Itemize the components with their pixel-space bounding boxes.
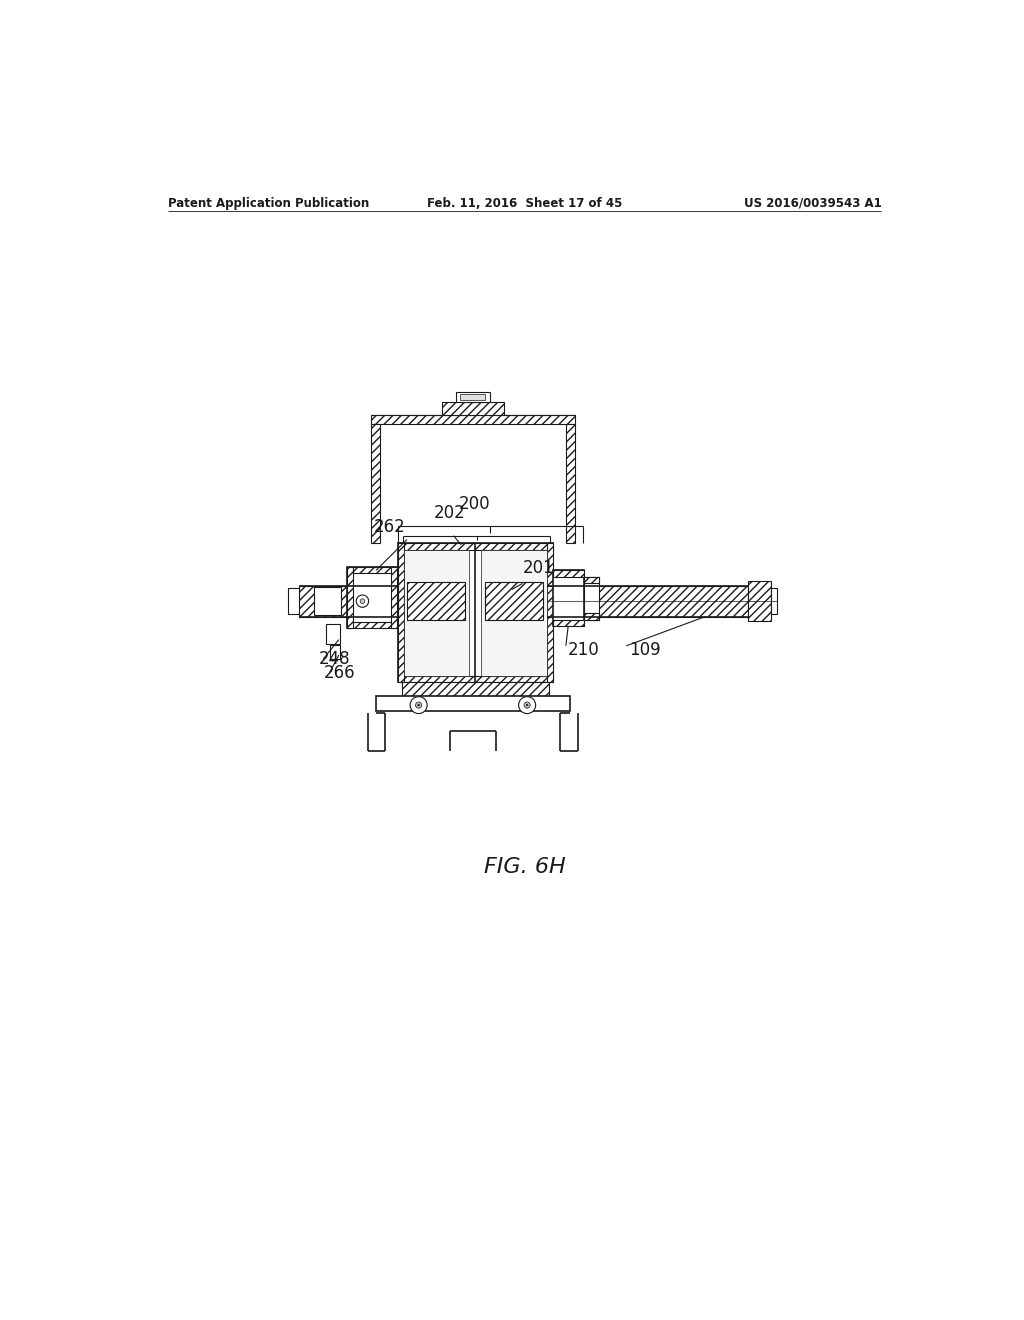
Bar — [397, 676, 553, 682]
Bar — [461, 395, 485, 400]
Text: FIG. 6H: FIG. 6H — [484, 857, 565, 876]
Bar — [547, 544, 553, 682]
Text: Patent Application Publication: Patent Application Publication — [168, 197, 370, 210]
Circle shape — [360, 599, 365, 603]
Bar — [288, 589, 299, 614]
Bar — [584, 614, 599, 619]
Bar — [547, 586, 748, 616]
Bar — [484, 582, 543, 620]
Bar — [346, 566, 397, 573]
Bar — [371, 424, 380, 544]
Bar — [346, 622, 397, 628]
Bar — [299, 586, 397, 616]
Bar — [371, 414, 575, 424]
Text: Feb. 11, 2016  Sheet 17 of 45: Feb. 11, 2016 Sheet 17 of 45 — [427, 197, 623, 210]
Bar — [397, 544, 553, 549]
Bar — [346, 566, 397, 628]
Bar — [397, 544, 553, 682]
Text: 210: 210 — [568, 640, 600, 659]
Bar — [771, 589, 777, 614]
Bar — [403, 549, 469, 676]
Circle shape — [410, 697, 427, 714]
Text: 202: 202 — [434, 504, 466, 521]
Circle shape — [416, 702, 422, 708]
Bar — [327, 624, 340, 644]
Text: 109: 109 — [629, 640, 660, 659]
Bar — [553, 570, 584, 577]
Text: 201: 201 — [523, 558, 555, 577]
Text: 248: 248 — [318, 649, 350, 668]
Text: US 2016/0039543 A1: US 2016/0039543 A1 — [743, 197, 882, 210]
Text: 200: 200 — [459, 495, 490, 512]
Circle shape — [526, 705, 528, 706]
Bar — [553, 570, 584, 626]
Bar — [584, 577, 599, 619]
Bar — [314, 587, 341, 615]
Text: 266: 266 — [324, 664, 355, 681]
Bar — [397, 544, 403, 682]
Bar — [748, 581, 771, 622]
Bar — [456, 392, 489, 403]
Bar — [481, 549, 547, 676]
Circle shape — [524, 702, 530, 708]
Bar — [391, 566, 397, 628]
Circle shape — [356, 595, 369, 607]
Bar — [330, 645, 340, 659]
Bar — [346, 566, 352, 628]
Bar — [553, 619, 584, 626]
Bar — [584, 577, 599, 582]
Bar — [566, 424, 575, 544]
Circle shape — [518, 697, 536, 714]
Circle shape — [418, 705, 420, 706]
Bar — [376, 696, 569, 711]
Text: 262: 262 — [374, 517, 406, 536]
Bar — [407, 582, 465, 620]
Bar — [442, 403, 504, 414]
Bar — [401, 682, 549, 696]
